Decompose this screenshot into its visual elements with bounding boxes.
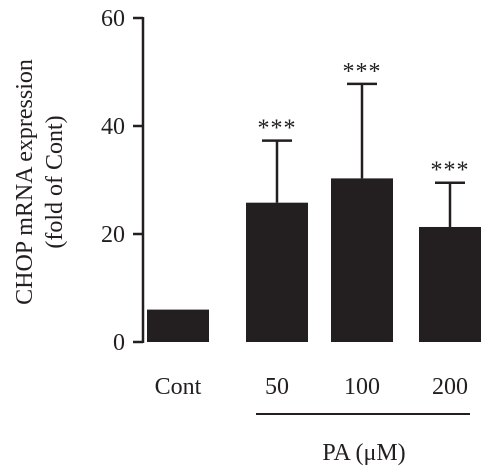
y-axis-title-line-2: (fold of Cont) bbox=[42, 115, 68, 248]
y-tick-label: 20 bbox=[101, 222, 125, 248]
pa-group-label: PA (μM) bbox=[322, 440, 405, 466]
y-axis-title: CHOP mRNA expression (fold of Cont) bbox=[12, 59, 68, 305]
bar-200 bbox=[419, 226, 481, 342]
x-tick-label: 200 bbox=[432, 374, 468, 400]
bars-layer: *** *** *** bbox=[147, 59, 481, 342]
significance-label: *** bbox=[258, 116, 297, 142]
x-tick-label: 100 bbox=[344, 374, 380, 400]
significance-label: *** bbox=[343, 59, 382, 85]
bar-Cont bbox=[147, 309, 209, 342]
bar-50 bbox=[246, 202, 308, 342]
x-tick-label: 50 bbox=[265, 374, 289, 400]
x-tick-label: Cont bbox=[155, 374, 202, 400]
x-group-annotation: PA (μM) bbox=[256, 413, 470, 466]
y-tick-label: 40 bbox=[101, 114, 125, 140]
y-tick-label: 60 bbox=[101, 6, 125, 32]
bar-100 bbox=[331, 178, 393, 342]
y-tick-label: 0 bbox=[113, 330, 125, 356]
x-tick-labels: Cont 50 100 200 bbox=[155, 374, 468, 400]
y-axis-title-line-1: CHOP mRNA expression bbox=[12, 59, 38, 305]
axes: 0 20 40 60 bbox=[101, 6, 145, 356]
significance-label: *** bbox=[431, 158, 470, 184]
